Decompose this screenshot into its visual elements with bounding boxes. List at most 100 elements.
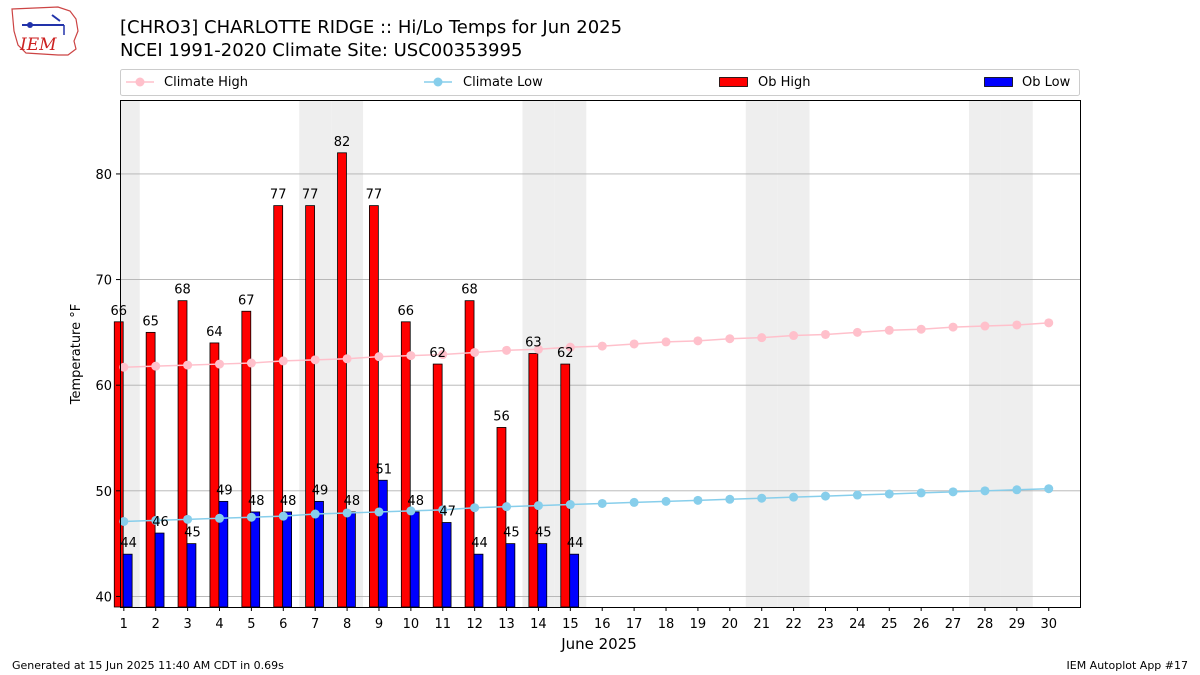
x-tick-label-30: 30 [1040,617,1057,632]
climate-high-point-15 [565,342,575,352]
legend-ob-low-label: Ob Low [1022,75,1071,90]
ob-high-bar-11 [432,363,443,608]
x-tick-label-8: 8 [343,617,351,632]
ob-high-label-7: 77 [302,188,319,203]
ob-high-label-15: 62 [557,346,574,361]
ob-high-bar-1 [113,321,124,608]
climate-high-point-6 [278,356,288,366]
ob-low-bar-6 [282,511,293,608]
climate-low-point-5 [246,512,256,522]
climate-high-point-24 [852,327,862,337]
legend-climate-low-label: Climate Low [463,75,543,90]
ob-high-bar-15 [560,363,571,608]
legend-ob-low-swatch [984,77,1013,87]
climate-low-point-11 [438,505,448,515]
x-tick-label-16: 16 [594,617,611,632]
climate-high-point-28 [980,321,990,331]
ob-high-bar-14 [528,353,539,608]
x-tick-label-27: 27 [945,617,962,632]
climate-low-point-30 [1044,484,1054,494]
ob-low-label-5: 48 [248,494,265,509]
climate-low-point-21 [757,493,767,503]
ob-low-label-1: 44 [120,536,137,551]
ob-low-label-15: 44 [567,536,584,551]
climate-high-point-16 [597,341,607,351]
logo-wordmark: IEM [19,35,57,55]
weekend-shade-15 [554,100,587,607]
climate-high-line [123,322,1049,368]
ob-low-label-11: 47 [439,505,456,520]
climate-high-point-29 [1012,320,1022,330]
ob-low-bar-15 [569,553,580,608]
climate-low-point-27 [948,487,958,497]
x-tick-label-20: 20 [722,617,739,632]
climate-low-point-20 [725,494,735,504]
x-axis-label: June 2025 [560,635,637,653]
legend-ob-high: Ob High [719,75,811,90]
ob-high-label-5: 67 [238,293,255,308]
ob-high-bar-6 [273,205,284,608]
climate-high-point-26 [916,324,926,334]
climate-low-point-9 [374,507,384,517]
climate-low-point-14 [533,501,543,511]
x-tick-label-17: 17 [626,617,643,632]
ob-high-label-12: 68 [461,283,478,298]
climate-low-point-4 [215,513,225,523]
x-tick-label-26: 26 [913,617,930,632]
ob-high-bar-2 [145,331,156,608]
climate-high-point-23 [820,329,830,339]
ob-high-label-1: 66 [110,304,127,319]
legend-climate-low: Climate Low [424,75,543,90]
ob-high-bar-7 [305,205,315,608]
ob-low-bar-8 [346,511,356,608]
x-tick-label-19: 19 [690,617,707,632]
climate-low-point-15 [565,500,575,510]
x-tick-label-2: 2 [152,617,160,632]
ob-high-label-6: 77 [270,188,287,203]
climate-high-point-12 [470,347,480,357]
x-tick-label-13: 13 [498,617,515,632]
ob-low-bar-9 [377,479,388,608]
x-tick-label-21: 21 [753,617,770,632]
ob-high-label-14: 63 [525,336,542,351]
ob-low-bar-2 [154,532,165,608]
ob-high-label-9: 77 [366,188,383,203]
x-tick-label-7: 7 [311,617,319,632]
weekend-shade-22 [777,100,810,607]
climate-low-point-16 [597,498,607,508]
climate-low-point-22 [789,492,799,502]
climate-low-point-19 [693,495,703,505]
climate-high-point-18 [661,337,671,347]
weekend-shading [120,100,1033,607]
climate-low-point-24 [852,490,862,500]
climate-low-point-28 [980,486,990,496]
ob-low-label-3: 45 [184,526,201,541]
ob-high-bar-3 [177,300,188,608]
ob-low-bar-1 [122,553,133,608]
weekend-shade-1 [120,100,140,607]
ob-high-label-13: 56 [493,409,510,424]
climate-low-point-10 [406,506,416,516]
ob-high-bar-10 [400,321,411,608]
ob-low-label-6: 48 [280,494,297,509]
climate-low-line [123,487,1049,523]
ob-low-bar-14 [537,543,548,608]
y-tick-label-70: 70 [95,274,112,289]
legend-climate-low-marker [433,77,443,87]
x-tick-label-12: 12 [466,617,483,632]
climate-high-point-21 [757,333,767,343]
weekend-shade-28 [969,100,1001,607]
ob-high-bar-5 [241,310,252,608]
climate-low-point-8 [342,508,352,518]
climate-high-point-10 [406,351,416,361]
ob-high-bar-4 [209,342,220,608]
x-tick-label-22: 22 [785,617,802,632]
y-axis-label: Temperature °F [69,304,84,405]
climate-low-point-17 [629,497,639,507]
climate-low-point-2 [151,515,161,525]
x-tick-label-23: 23 [817,617,834,632]
x-tick-label-15: 15 [562,617,579,632]
climate-high-point-14 [533,344,543,354]
ob-low-label-4: 49 [216,483,233,498]
